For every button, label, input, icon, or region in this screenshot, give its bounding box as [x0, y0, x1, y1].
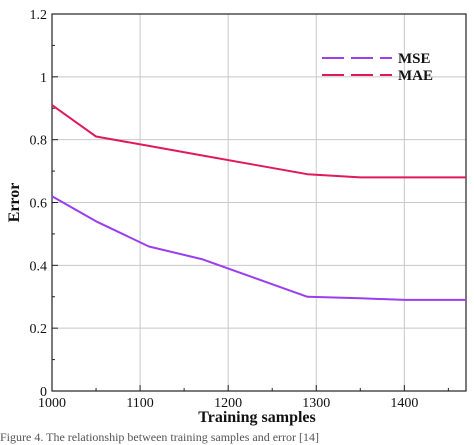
y-tick-label: 1.2	[30, 8, 48, 23]
series-line-mae	[51, 104, 466, 179]
legend-label-mse: MSE	[398, 51, 431, 67]
x-tick-label: 1400	[390, 396, 418, 411]
y-tick-label: 0.2	[30, 322, 48, 337]
grid	[52, 14, 466, 391]
y-axis-title: Error	[6, 183, 23, 223]
x-axis-title: Training samples	[198, 409, 316, 426]
y-tick-label: 1	[40, 71, 47, 86]
y-tick-label: 0.8	[30, 134, 48, 149]
series-line-mse	[51, 195, 466, 301]
legend-label-mae: MAE	[398, 68, 433, 84]
y-tick-label: 0.6	[30, 197, 48, 212]
figure-caption: Figure 4. The relationship between train…	[0, 430, 320, 444]
x-tick-label: 1200	[214, 396, 242, 411]
x-tick-label: 1300	[302, 396, 330, 411]
x-tick-label: 1100	[126, 396, 153, 411]
y-tick-label: 0	[40, 385, 47, 400]
axis-ticks: 1000 1100 1200 1300 1400 0 0.2 0.4 0.6 0.8 1 1.2	[30, 8, 449, 411]
series-lines	[51, 104, 466, 301]
y-tick-label: 0.4	[30, 259, 48, 274]
x-tick-label: 1000	[38, 396, 66, 411]
